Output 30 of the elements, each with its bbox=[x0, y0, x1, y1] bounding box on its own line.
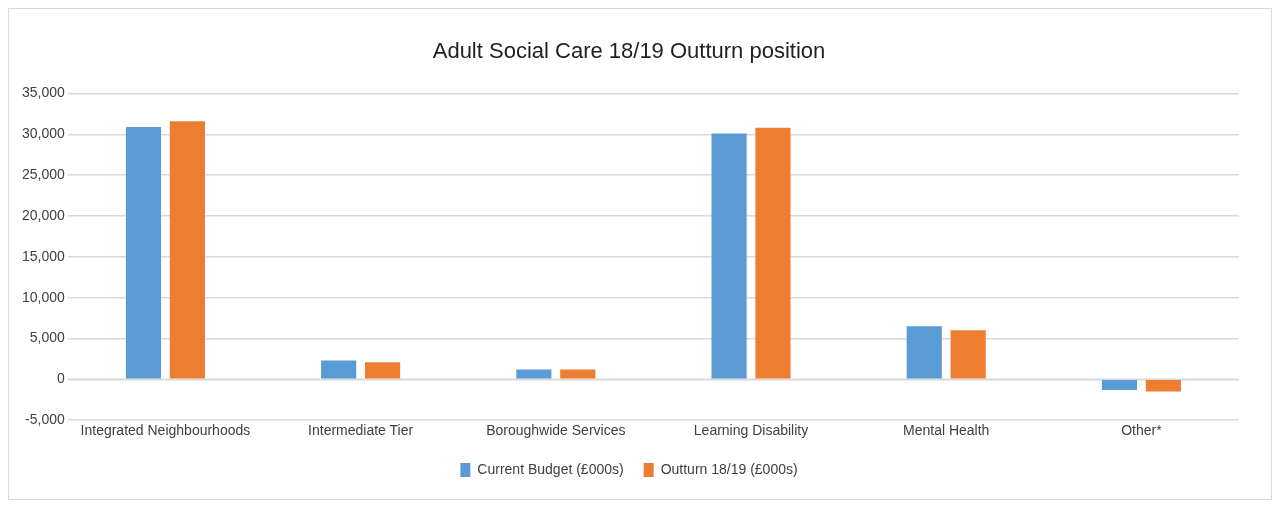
y-tick-label: 15,000 bbox=[21, 247, 66, 264]
y-tick-label: 35,000 bbox=[21, 84, 66, 101]
x-tick-label: Learning Disability bbox=[693, 422, 809, 439]
y-tick-label: 30,000 bbox=[21, 125, 66, 142]
legend-label: Outturn 18/19 (£000s) bbox=[660, 460, 798, 477]
bar bbox=[1101, 380, 1138, 390]
y-tick-label: -5,000 bbox=[25, 411, 66, 428]
bar bbox=[365, 362, 401, 379]
x-tick-label: Integrated Neighbourhoods bbox=[80, 422, 251, 439]
bar bbox=[906, 326, 942, 379]
y-tick-label: 5,000 bbox=[29, 329, 66, 346]
x-tick-label: Boroughwide Services bbox=[486, 422, 626, 439]
bar bbox=[1145, 380, 1181, 392]
x-tick-label: Intermediate Tier bbox=[308, 422, 414, 439]
bar bbox=[560, 369, 596, 379]
bar bbox=[169, 121, 205, 379]
bar bbox=[950, 330, 986, 379]
y-tick-label: 20,000 bbox=[21, 206, 66, 223]
bar bbox=[321, 360, 357, 379]
bar bbox=[516, 369, 552, 379]
x-tick-label: Mental Health bbox=[903, 422, 990, 439]
x-tick-label: Other* bbox=[1121, 422, 1163, 439]
y-tick-label: 0 bbox=[57, 370, 66, 387]
bar bbox=[755, 127, 791, 379]
y-tick-label: 10,000 bbox=[21, 288, 66, 305]
chart-title: Adult Social Care 18/19 Outturn position bbox=[432, 38, 826, 64]
bar bbox=[125, 126, 162, 379]
legend-label: Current Budget (£000s) bbox=[477, 460, 624, 477]
bar bbox=[711, 133, 747, 379]
y-tick-label: 25,000 bbox=[21, 165, 66, 182]
